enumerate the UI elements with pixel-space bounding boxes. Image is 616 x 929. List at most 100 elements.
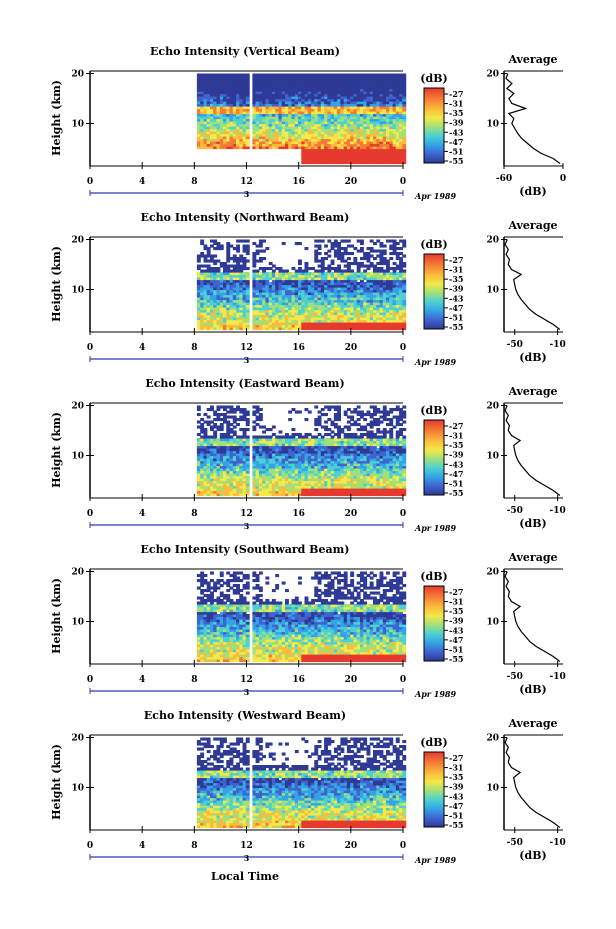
heatmap-cell (340, 121, 345, 125)
heatmap-cell (327, 78, 332, 82)
heatmap-cell (285, 307, 289, 311)
heatmap-cell (219, 277, 224, 281)
heatmap-cell (350, 327, 355, 331)
heatmap-cell (399, 73, 403, 77)
heatmap-cell (311, 113, 315, 117)
heatmap-cell (337, 297, 341, 301)
heatmap-cell (324, 314, 328, 318)
heatmap-cell (301, 121, 306, 125)
heatmap-cell (236, 277, 240, 281)
heatmap-cell (281, 83, 286, 87)
heatmap-cell (389, 267, 394, 271)
heatmap-cell (399, 284, 403, 288)
heatmap-cell (307, 282, 312, 286)
heatmap-cell (327, 294, 332, 298)
heatmap-cell (265, 126, 270, 130)
heatmap-cell (213, 133, 218, 137)
heatmap-cell (242, 465, 247, 469)
heatmap-cell (389, 148, 394, 152)
heatmap-cell (229, 88, 234, 92)
heatmap-cell (206, 143, 211, 147)
heatmap-cell (366, 158, 371, 162)
heatmap-cell (314, 131, 319, 135)
heatmap-cell (353, 319, 358, 323)
heatmap-cell (203, 133, 208, 137)
heatmap-cell (200, 83, 205, 87)
heatmap-cell (376, 274, 381, 278)
heatmap-cell (392, 272, 397, 276)
heatmap-cell (379, 272, 384, 276)
heatmap-cell (216, 478, 221, 482)
heatmap-cell (281, 131, 286, 135)
heatmap-cell (262, 435, 266, 439)
heatmap-cell (330, 279, 335, 283)
heatmap-cell (275, 458, 280, 462)
heatmap-cell (314, 259, 319, 263)
heatmap-cell (392, 297, 397, 301)
heatmap-cell (314, 252, 319, 256)
heatmap-cell (363, 98, 368, 102)
heatmap-cell (333, 98, 338, 102)
heatmap-cell (226, 252, 231, 256)
heatmap-cell (399, 78, 403, 82)
heatmap-cell (242, 418, 247, 422)
heatmap-cell (330, 143, 335, 147)
heatmap-cell (294, 473, 299, 477)
heatmap-cell (353, 143, 358, 147)
heatmap-cell (356, 297, 361, 301)
heatmap-cell (324, 279, 328, 283)
heatmap-cell (402, 101, 407, 105)
heatmap-cell (245, 493, 250, 497)
heatmap-cell (255, 252, 260, 256)
heatmap-cell (304, 408, 309, 412)
heatmap-cell (278, 485, 283, 489)
heatmap-cell (200, 78, 205, 82)
heatmap-cell (285, 73, 289, 77)
heatmap-cell (333, 279, 338, 283)
heatmap-cell (200, 440, 205, 444)
heatmap-cell (311, 473, 315, 477)
heatmap-cell (206, 93, 211, 97)
heatmap-cell (265, 146, 270, 150)
heatmap-cell (196, 101, 201, 105)
heatmap-cell (343, 138, 348, 142)
heatmap-cell (285, 478, 289, 482)
heatmap-cell (223, 455, 227, 459)
heatmap-cell (232, 133, 237, 137)
heatmap-cell (219, 118, 224, 122)
heatmap-cell (304, 136, 309, 140)
heatmap-cell (389, 101, 394, 105)
heatmap-cell (363, 91, 368, 95)
heatmap-cell (206, 423, 211, 427)
heatmap-cell (346, 113, 351, 117)
heatmap-cell (232, 473, 237, 477)
heatmap-cell (363, 252, 368, 256)
heatmap-cell (242, 259, 247, 263)
heatmap-cell (298, 485, 302, 489)
heatmap-cell (278, 478, 283, 482)
heatmap-cell (275, 267, 280, 271)
heatmap-cell (298, 435, 302, 439)
heatmap-cell (213, 433, 218, 437)
heatmap-cell (255, 118, 260, 122)
heatmap-cell (376, 289, 381, 293)
heatmap-cell (275, 307, 280, 311)
heatmap-cell (216, 473, 221, 477)
heatmap-cell (291, 443, 296, 447)
heatmap-cell (285, 438, 289, 442)
heatmap-cell (369, 98, 374, 102)
heatmap-cell (288, 450, 293, 454)
heatmap-cell (216, 468, 221, 472)
heatmap-cell (196, 113, 201, 117)
heatmap-cell (402, 317, 407, 321)
colorbar-tick-label: -27 (449, 255, 463, 265)
heatmap-cell (291, 458, 296, 462)
heatmap-cell (333, 277, 338, 281)
heatmap-cell (196, 470, 201, 474)
heatmap-cell (210, 254, 214, 258)
heatmap-cell (399, 274, 403, 278)
heatmap-cell (386, 327, 390, 331)
heatmap-cell (363, 116, 368, 120)
heatmap-cell (285, 445, 289, 449)
heatmap-cell (395, 111, 400, 115)
